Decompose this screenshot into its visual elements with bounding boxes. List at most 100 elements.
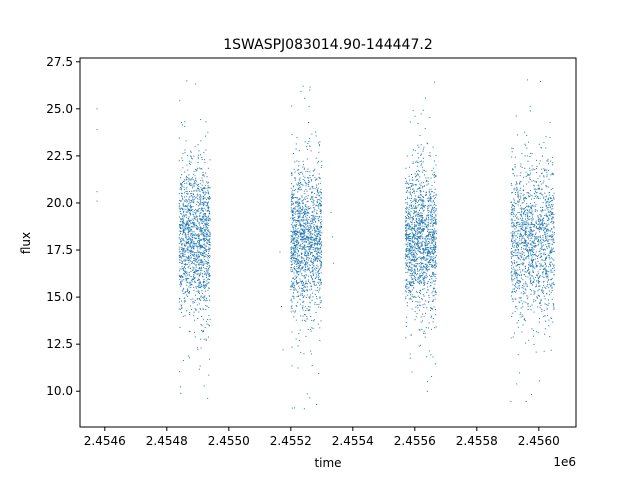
data-point bbox=[315, 157, 317, 159]
data-point bbox=[183, 260, 185, 262]
data-point bbox=[318, 151, 320, 153]
data-point bbox=[303, 226, 305, 228]
data-point bbox=[198, 183, 200, 185]
data-point bbox=[415, 211, 417, 213]
data-point bbox=[194, 251, 196, 253]
data-point bbox=[415, 219, 417, 221]
data-point bbox=[528, 257, 530, 259]
data-point bbox=[180, 200, 182, 202]
data-point bbox=[318, 289, 320, 291]
data-point bbox=[418, 236, 420, 238]
data-point bbox=[544, 209, 546, 211]
data-point bbox=[418, 213, 420, 215]
data-point bbox=[305, 265, 307, 267]
data-point bbox=[320, 210, 322, 212]
data-point bbox=[295, 338, 297, 340]
data-point bbox=[320, 226, 322, 228]
data-point bbox=[435, 309, 437, 311]
data-point bbox=[411, 227, 413, 229]
data-point bbox=[546, 237, 548, 239]
data-point bbox=[197, 188, 199, 190]
data-point bbox=[527, 173, 529, 175]
data-point bbox=[428, 300, 430, 302]
data-point bbox=[183, 269, 185, 271]
data-point bbox=[301, 281, 303, 283]
data-point bbox=[189, 330, 191, 332]
data-point bbox=[423, 315, 425, 317]
data-point bbox=[420, 153, 422, 155]
data-point bbox=[545, 265, 547, 267]
data-point bbox=[208, 210, 210, 212]
data-point bbox=[434, 251, 436, 253]
data-point bbox=[305, 188, 307, 190]
data-point bbox=[183, 196, 185, 198]
data-point bbox=[182, 238, 184, 240]
data-point bbox=[433, 194, 435, 196]
data-point bbox=[312, 267, 314, 269]
data-point bbox=[412, 188, 414, 190]
data-point bbox=[296, 305, 298, 307]
data-point bbox=[523, 252, 525, 254]
data-point bbox=[297, 188, 299, 190]
data-point bbox=[205, 234, 207, 236]
data-point bbox=[537, 271, 539, 273]
data-point bbox=[435, 196, 437, 198]
data-point bbox=[410, 267, 412, 269]
data-point bbox=[317, 278, 319, 280]
data-point bbox=[432, 207, 434, 209]
data-point bbox=[417, 250, 419, 252]
data-point bbox=[180, 186, 182, 188]
data-point bbox=[311, 229, 313, 231]
data-point bbox=[414, 243, 416, 245]
data-point bbox=[413, 287, 415, 289]
data-point bbox=[416, 292, 418, 294]
data-point bbox=[302, 257, 304, 259]
data-point bbox=[302, 233, 304, 235]
data-point bbox=[414, 260, 416, 262]
data-point bbox=[296, 219, 298, 221]
data-point bbox=[307, 280, 309, 282]
data-point bbox=[181, 300, 183, 302]
data-point bbox=[524, 210, 526, 212]
data-point bbox=[433, 217, 435, 219]
data-point bbox=[522, 264, 524, 266]
data-point bbox=[182, 159, 184, 161]
data-point bbox=[533, 242, 535, 244]
data-point bbox=[193, 256, 195, 258]
data-point bbox=[405, 298, 407, 300]
data-point bbox=[531, 209, 533, 211]
data-point bbox=[303, 238, 305, 240]
data-point bbox=[318, 272, 320, 274]
data-point bbox=[312, 270, 314, 272]
data-point bbox=[182, 226, 184, 228]
data-point bbox=[207, 259, 209, 261]
data-point bbox=[522, 315, 524, 317]
data-point bbox=[313, 203, 315, 205]
data-point bbox=[188, 249, 190, 251]
data-point bbox=[183, 179, 185, 181]
data-point bbox=[196, 224, 198, 226]
data-point bbox=[207, 230, 209, 232]
data-point bbox=[541, 259, 543, 261]
data-point bbox=[192, 262, 194, 264]
data-point-outlier bbox=[200, 140, 202, 142]
data-point bbox=[407, 213, 409, 215]
data-point bbox=[529, 207, 531, 209]
data-point bbox=[186, 211, 188, 213]
data-point bbox=[541, 265, 543, 267]
data-point bbox=[303, 248, 305, 250]
data-point bbox=[549, 197, 551, 199]
data-point bbox=[292, 220, 294, 222]
data-point bbox=[515, 227, 517, 229]
data-point bbox=[410, 228, 412, 230]
data-point bbox=[531, 328, 533, 330]
data-point bbox=[197, 255, 199, 257]
data-point bbox=[411, 154, 413, 156]
data-point bbox=[314, 294, 316, 296]
data-point bbox=[294, 207, 296, 209]
data-point bbox=[193, 311, 195, 313]
data-point bbox=[195, 212, 197, 214]
data-point bbox=[291, 196, 293, 198]
data-point bbox=[188, 201, 190, 203]
data-point bbox=[425, 248, 427, 250]
